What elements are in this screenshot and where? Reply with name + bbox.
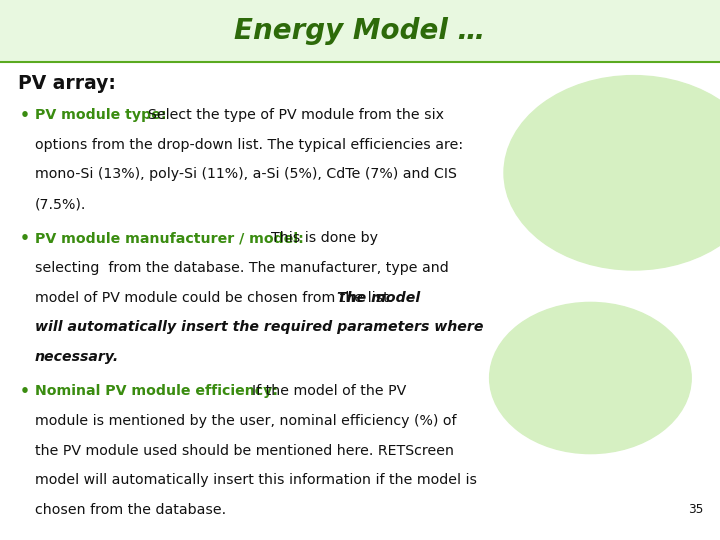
Text: will automatically insert the required parameters where: will automatically insert the required p… — [35, 320, 483, 334]
Text: If the model of the PV: If the model of the PV — [252, 384, 406, 398]
Text: the PV module used should be mentioned here. RETScreen: the PV module used should be mentioned h… — [35, 444, 454, 457]
Text: (7.5%).: (7.5%). — [35, 197, 86, 211]
Text: mono-Si (13%), poly-Si (11%), a-Si (5%), CdTe (7%) and CIS: mono-Si (13%), poly-Si (11%), a-Si (5%),… — [35, 167, 456, 181]
Text: chosen from the database.: chosen from the database. — [35, 503, 225, 517]
Text: •: • — [20, 384, 30, 399]
Text: model of PV module could be chosen from the list.: model of PV module could be chosen from … — [35, 291, 397, 305]
Text: The model: The model — [337, 291, 420, 305]
Text: •: • — [20, 108, 30, 123]
Text: Select the type of PV module from the six: Select the type of PV module from the si… — [148, 108, 444, 122]
Text: 35: 35 — [688, 503, 703, 516]
Text: selecting  from the database. The manufacturer, type and: selecting from the database. The manufac… — [35, 261, 449, 275]
Text: PV module type:: PV module type: — [35, 108, 166, 122]
Text: necessary.: necessary. — [35, 350, 119, 364]
Text: •: • — [20, 231, 30, 246]
Text: PV array:: PV array: — [18, 74, 116, 93]
Text: Energy Model …: Energy Model … — [235, 17, 485, 45]
Text: options from the drop-down list. The typical efficiencies are:: options from the drop-down list. The typ… — [35, 138, 463, 152]
Circle shape — [490, 302, 691, 454]
Text: Nominal PV module efficiency:: Nominal PV module efficiency: — [35, 384, 278, 398]
Text: module is mentioned by the user, nominal efficiency (%) of: module is mentioned by the user, nominal… — [35, 414, 456, 428]
FancyBboxPatch shape — [0, 0, 720, 62]
Text: PV module manufacturer / model:: PV module manufacturer / model: — [35, 231, 303, 245]
Text: This is done by: This is done by — [271, 231, 378, 245]
Circle shape — [504, 76, 720, 270]
Text: model will automatically insert this information if the model is: model will automatically insert this inf… — [35, 473, 477, 487]
